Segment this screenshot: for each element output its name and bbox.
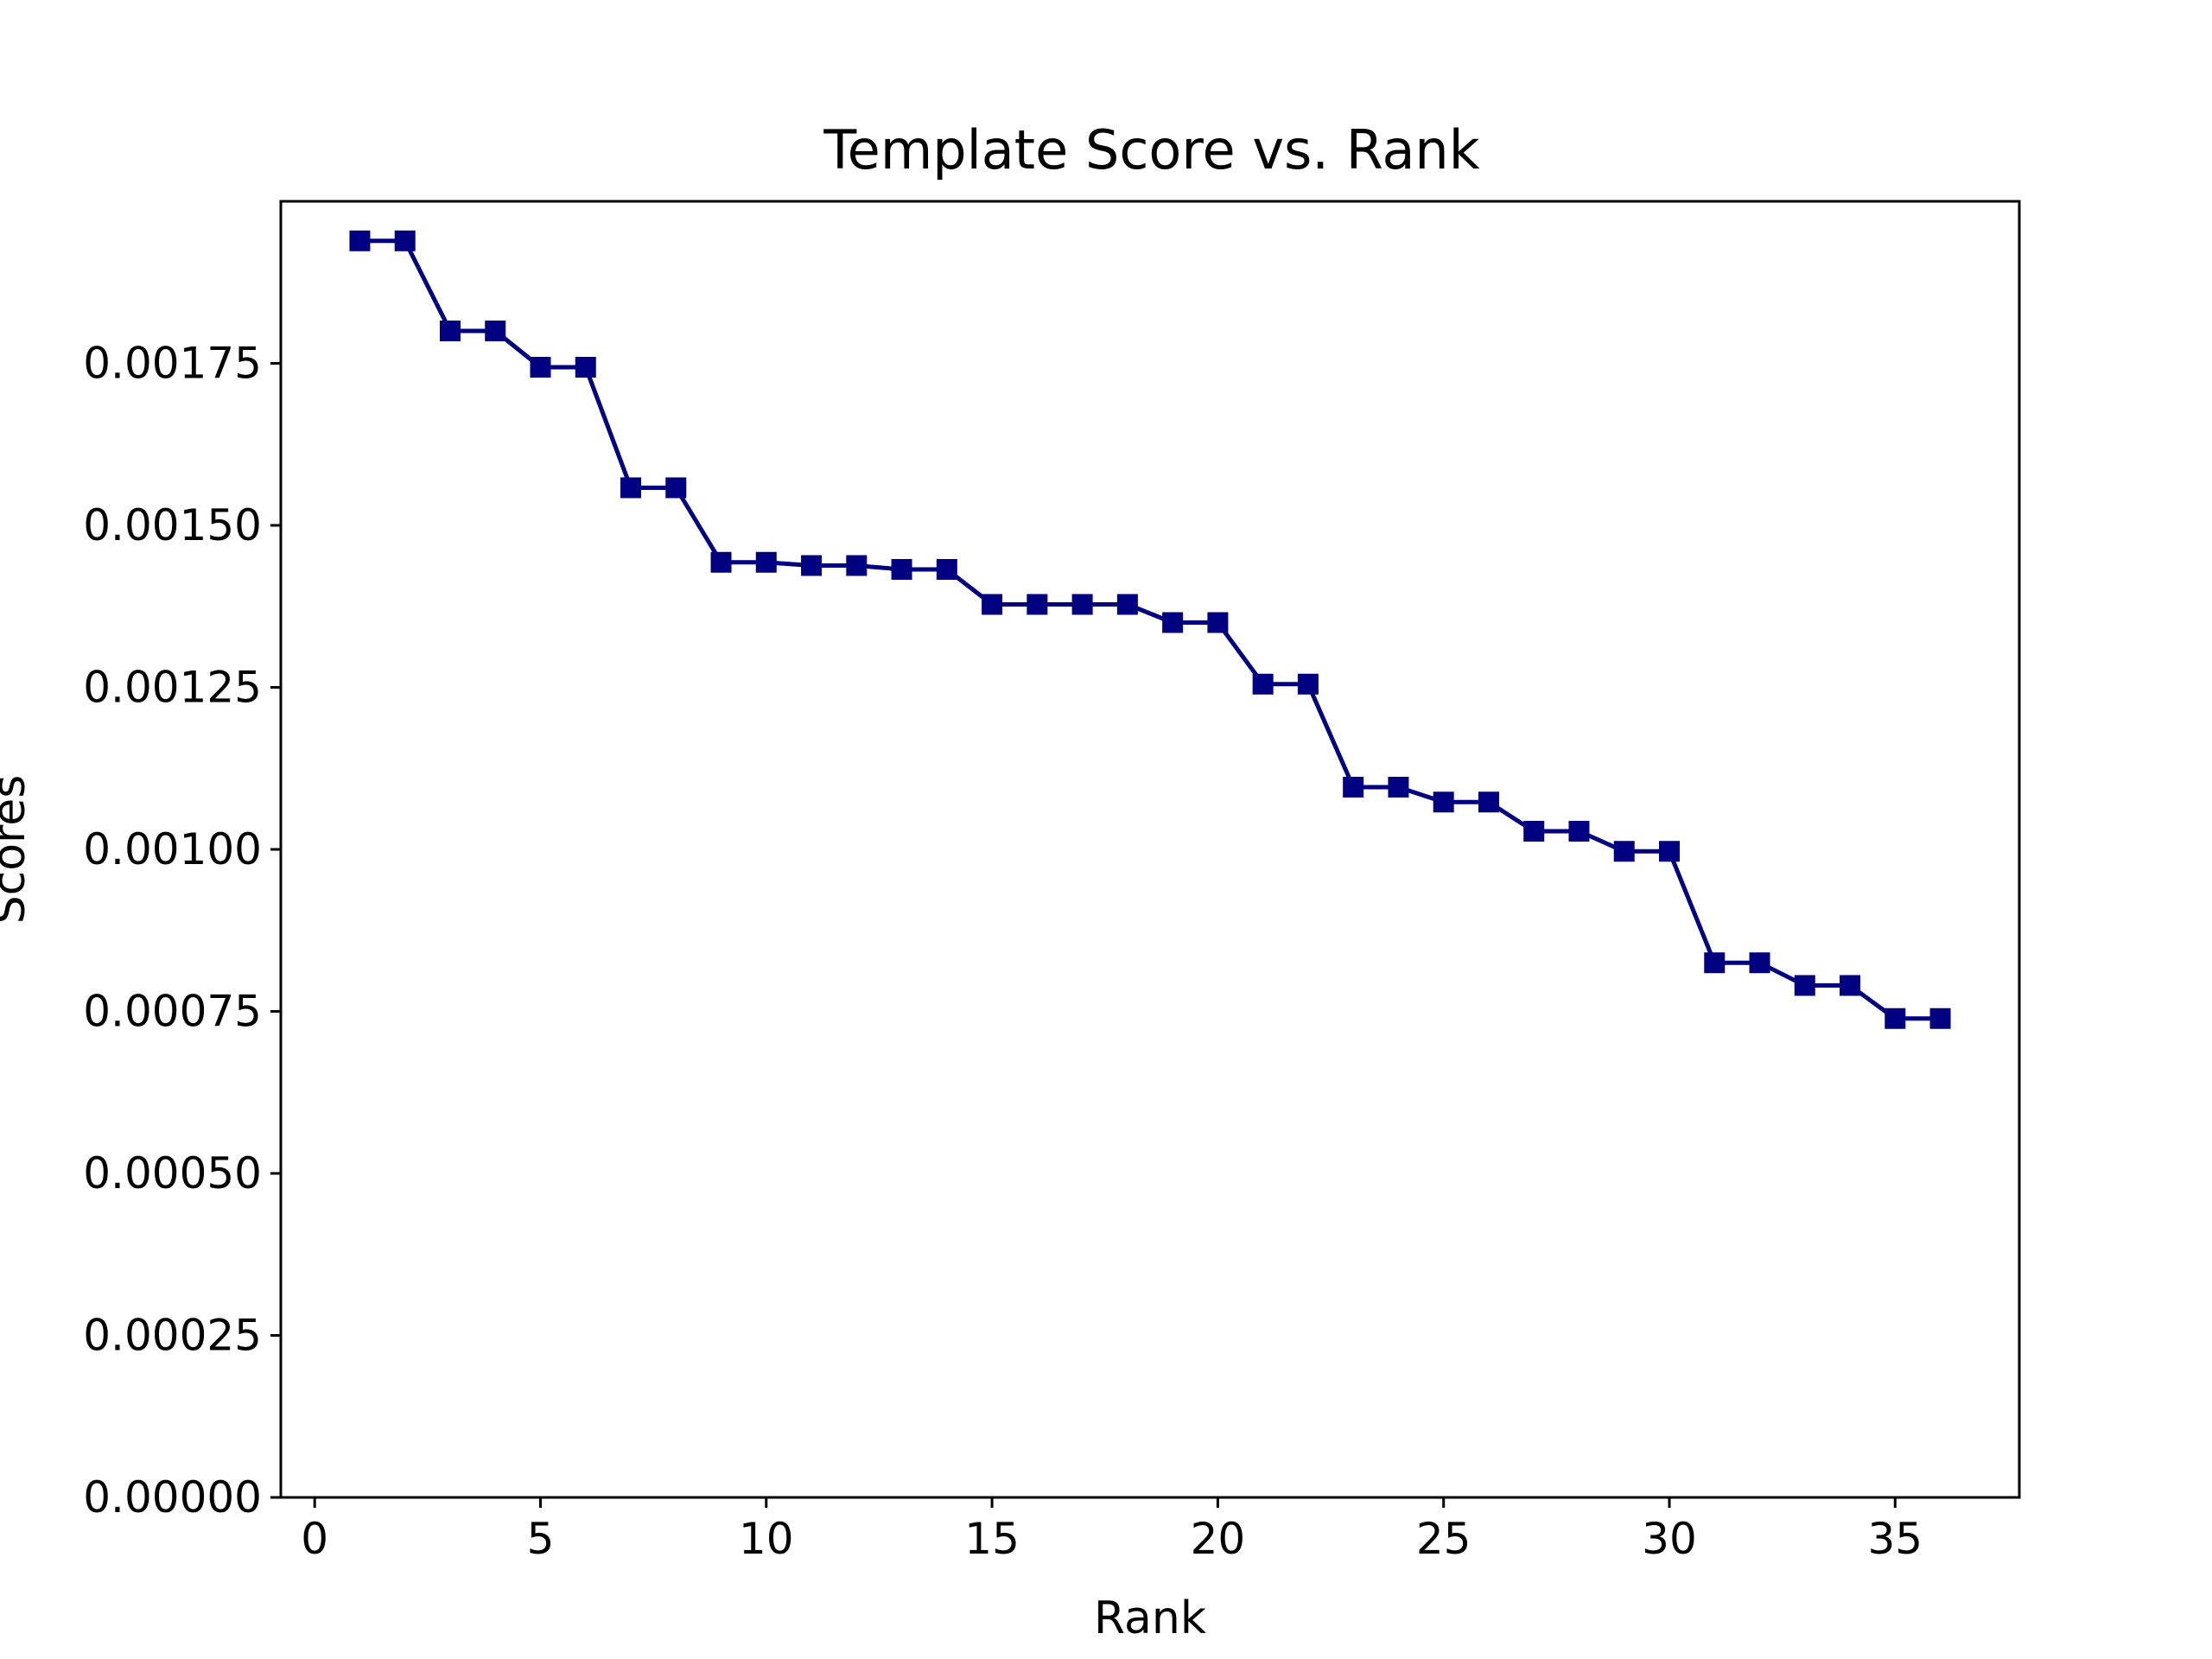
data-point (1613, 841, 1635, 862)
data-point (891, 559, 912, 580)
data-point (485, 321, 506, 341)
data-point (1252, 673, 1274, 695)
data-point (620, 477, 642, 499)
data-point (1749, 952, 1770, 974)
series-line (359, 238, 1941, 1021)
data-point (1297, 673, 1319, 695)
plot-frame (279, 200, 2021, 1499)
data-point (1885, 1007, 1906, 1029)
data-point (530, 357, 551, 378)
x-tick-label: 35 (1867, 1514, 1923, 1564)
data-point (1929, 1007, 1951, 1029)
data-point (1523, 821, 1545, 842)
data-point (665, 477, 687, 499)
y-tick-label: 0.00125 (83, 663, 262, 713)
data-point (575, 357, 596, 378)
data-point (1162, 612, 1184, 633)
data-point (1071, 594, 1093, 615)
data-point (1658, 841, 1680, 862)
x-tick-label: 25 (1416, 1514, 1471, 1564)
plot-area: 0.00000 0.00025 0.00050 0.00075 0.00100 0.001… (83, 200, 2021, 1564)
data-point (1704, 952, 1726, 974)
y-tick-label: 0.00100 (83, 824, 262, 874)
data-point (349, 230, 371, 251)
data-point (710, 551, 732, 573)
data-point (1433, 791, 1454, 813)
x-tick-label: 30 (1642, 1514, 1697, 1564)
x-tick-label: 5 (527, 1514, 555, 1564)
data-point (1207, 612, 1229, 633)
y-tick-label: 0.00025 (83, 1311, 262, 1361)
y-axis-label: Scores (0, 775, 35, 925)
x-tick-label: 20 (1191, 1514, 1246, 1564)
x-axis: 0 5 10 15 20 25 30 35 (301, 1497, 1923, 1564)
data-point (1568, 821, 1590, 842)
x-tick-label: 0 (301, 1514, 328, 1564)
data-point (1478, 791, 1499, 813)
data-point (1794, 975, 1815, 996)
y-tick-label: 0.00075 (83, 987, 262, 1037)
y-tick-label: 0.00175 (83, 339, 262, 389)
data-point (801, 555, 823, 576)
series-markers (349, 230, 1951, 1029)
data-point (1027, 594, 1048, 615)
x-tick-label: 10 (739, 1514, 794, 1564)
data-point (846, 555, 868, 576)
data-point (1840, 975, 1861, 996)
data-point (394, 230, 416, 251)
chart-title: Template Score vs. Rank (823, 118, 1479, 181)
y-axis: 0.00000 0.00025 0.00050 0.00075 0.00100 0.001… (83, 339, 281, 1522)
x-axis-label: Rank (1094, 1592, 1206, 1644)
y-tick-label: 0.00150 (83, 500, 262, 550)
y-tick-label: 0.00050 (83, 1148, 262, 1198)
data-point (1388, 777, 1409, 798)
data-point (1116, 594, 1138, 615)
data-point (936, 559, 957, 580)
data-point (439, 321, 461, 341)
y-tick-label: 0.00000 (83, 1472, 262, 1522)
data-point (755, 551, 777, 573)
data-point (1343, 777, 1364, 798)
data-point (982, 594, 1003, 615)
x-tick-label: 15 (964, 1514, 1020, 1564)
